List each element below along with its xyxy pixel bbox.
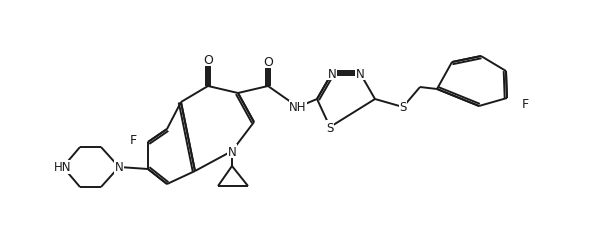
Text: HN: HN	[54, 161, 72, 174]
Text: N: N	[356, 67, 364, 80]
Text: F: F	[521, 98, 529, 111]
Text: N: N	[115, 161, 123, 174]
Text: O: O	[263, 55, 273, 68]
Text: N: N	[328, 67, 336, 80]
Text: O: O	[203, 53, 213, 66]
Text: F: F	[130, 133, 136, 146]
Text: NH: NH	[289, 101, 307, 114]
Text: S: S	[326, 121, 333, 134]
Text: N: N	[228, 145, 236, 158]
Text: S: S	[399, 101, 406, 114]
